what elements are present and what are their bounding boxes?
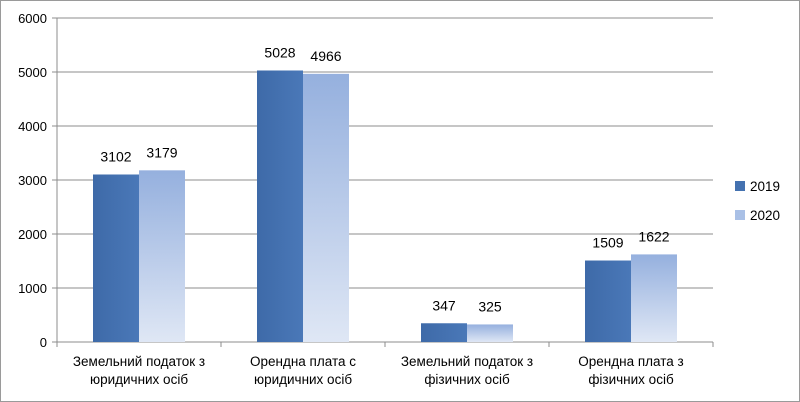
category-label: юридичних осіб xyxy=(90,372,188,387)
y-tick-label: 3000 xyxy=(18,173,47,188)
data-label: 3102 xyxy=(100,148,131,164)
data-label: 3179 xyxy=(146,144,177,160)
bar-2019-2 xyxy=(421,323,467,342)
category-label: юридичних осіб xyxy=(254,372,352,387)
y-tick-label: 4000 xyxy=(18,119,47,134)
data-label: 4966 xyxy=(310,48,341,64)
y-tick-label: 2000 xyxy=(18,227,47,242)
legend-label: 2019 xyxy=(750,179,780,194)
y-tick-label: 0 xyxy=(40,335,47,350)
legend-swatch-2019 xyxy=(735,181,745,191)
bars xyxy=(93,70,677,342)
y-tick-label: 1000 xyxy=(18,281,47,296)
bar-2019-0 xyxy=(93,174,139,342)
x-axis: Земельний податок з юридичних осіб Орендна… xyxy=(73,354,684,387)
bar-2020-1 xyxy=(303,73,349,342)
category-label: Орендна плата з xyxy=(578,354,683,369)
bar-2020-2 xyxy=(467,324,513,342)
legend-label: 2020 xyxy=(750,208,780,223)
data-label: 5028 xyxy=(264,44,295,60)
y-tick-label: 5000 xyxy=(18,65,47,80)
data-label: 1622 xyxy=(638,228,669,244)
bar-2020-0 xyxy=(139,170,185,342)
data-label: 1509 xyxy=(592,235,623,251)
category-label: фізичних осіб xyxy=(424,372,510,387)
category-label: Орендна плата с xyxy=(250,354,356,369)
y-tick-label: 6000 xyxy=(18,11,47,26)
data-label: 347 xyxy=(432,297,456,313)
data-labels: 3102 3179 5028 4966 347 325 1509 1622 xyxy=(100,44,669,314)
legend: 2019 2020 xyxy=(735,179,780,223)
category-label: Земельний податок з xyxy=(73,354,205,369)
category-label: фізичних осіб xyxy=(588,372,674,387)
data-label: 325 xyxy=(478,298,502,314)
bar-2019-3 xyxy=(585,260,631,342)
legend-swatch-2020 xyxy=(735,210,745,220)
bar-2019-1 xyxy=(257,70,303,342)
category-label: Земельний податок з xyxy=(401,354,533,369)
bar-2020-3 xyxy=(631,254,677,342)
